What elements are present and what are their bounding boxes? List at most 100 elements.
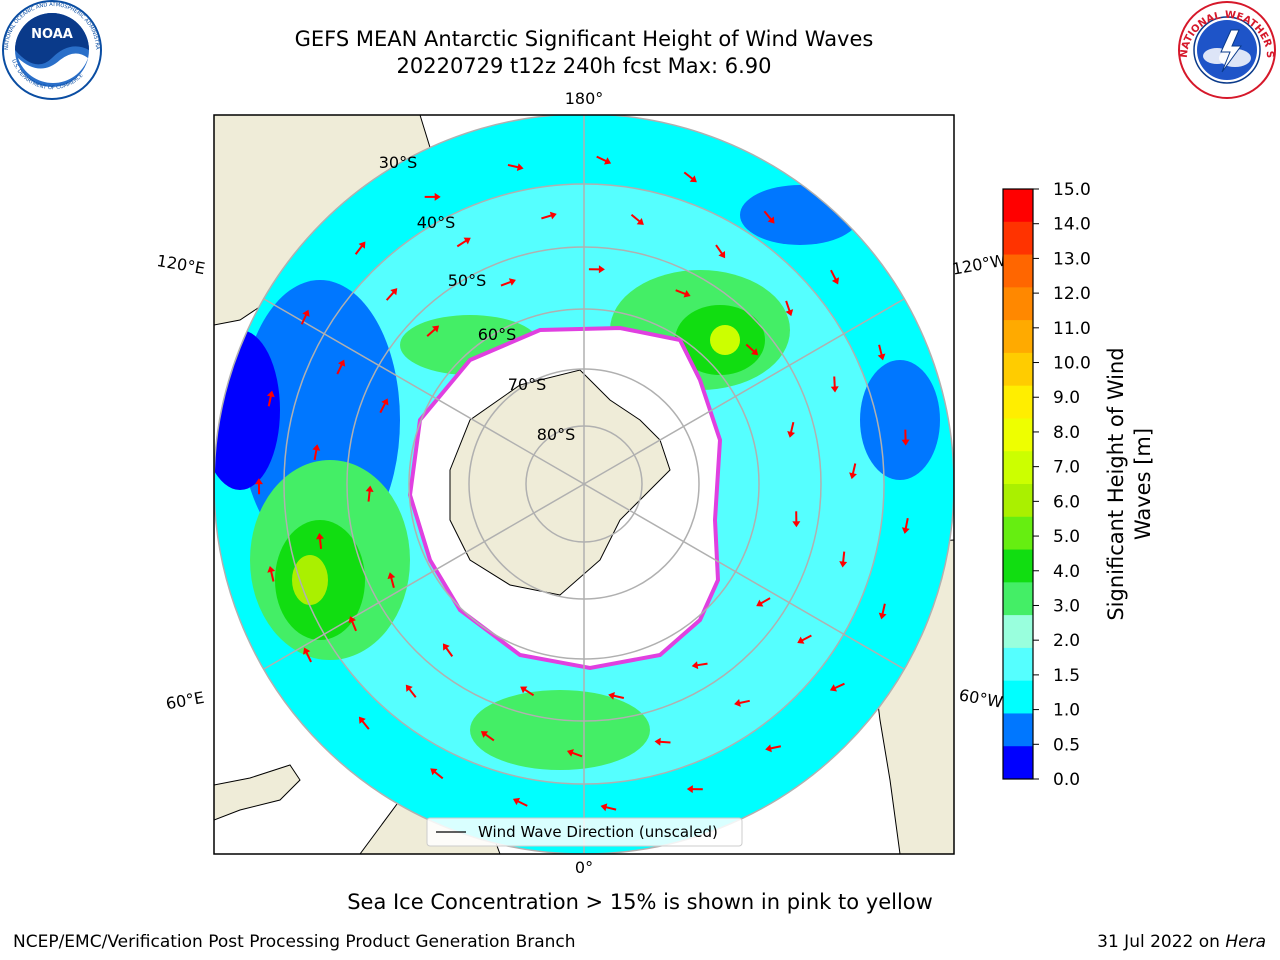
wave-direction-arrow <box>830 269 840 285</box>
wave-direction-arrow <box>839 551 848 568</box>
colorbar-tick-label: 2.0 <box>1053 631 1080 651</box>
wave-direction-arrow <box>588 265 605 274</box>
wave-direction-arrow <box>424 192 441 201</box>
wave-direction-arrow <box>877 344 886 361</box>
lat-label-30s: 30°S <box>379 153 418 172</box>
colorbar-swatch <box>1003 516 1033 551</box>
colorbar-swatch <box>1003 352 1033 387</box>
colorbar-swatch <box>1003 418 1033 452</box>
colorbar-swatch <box>1003 746 1033 780</box>
lat-label-70s: 70°S <box>508 375 547 394</box>
wave-direction-arrow <box>405 684 417 698</box>
colorbar-swatch <box>1003 385 1033 419</box>
colorbar-tick-label: 4.0 <box>1053 562 1080 582</box>
wave-direction-arrow <box>878 603 887 620</box>
lat-label-60s: 60°S <box>478 325 517 344</box>
colorbar-swatch <box>1003 287 1033 321</box>
wave-direction-arrow <box>901 429 910 446</box>
wave-direction-arrow <box>300 309 310 325</box>
wave-direction-arrow <box>792 511 801 528</box>
colorbar-tick-label: 1.0 <box>1053 701 1080 721</box>
wave-direction-arrow <box>480 731 495 742</box>
sea-ice-caption: Sea Ice Concentration > 15% is shown in … <box>347 890 933 914</box>
wave-direction-arrow <box>336 359 346 375</box>
wave-direction-arrow <box>365 485 374 502</box>
legend-label: Wind Wave Direction (unscaled) <box>478 823 718 841</box>
lat-label-40s: 40°S <box>417 213 456 232</box>
svg-text:NOAA: NOAA <box>31 27 73 42</box>
wave-direction-arrow <box>600 803 617 812</box>
wind-wave-arrows <box>254 155 910 812</box>
lat-label-80s: 80°S <box>537 425 576 444</box>
colorbar-swatch <box>1003 713 1033 747</box>
wave-direction-arrow <box>430 768 444 780</box>
colorbar-frame <box>1002 188 1034 780</box>
chart-title: GEFS MEAN Antarctic Significant Height o… <box>0 26 1168 80</box>
wave-direction-arrow <box>765 744 782 753</box>
wave-direction-arrow <box>829 682 845 692</box>
wave-direction-arrow <box>541 211 557 220</box>
colorbar-tick-label: 10.0 <box>1053 354 1091 374</box>
wave-direction-arrow <box>608 691 625 700</box>
wave-direction-arrow <box>734 699 750 707</box>
footer-host: Hera <box>1225 932 1266 952</box>
wave-direction-arrow <box>266 390 275 407</box>
wave-direction-arrow <box>312 444 321 461</box>
colorbar-swatch <box>1003 484 1033 518</box>
colorbar-ticks: 15.0 14.0 13.0 12.0 11.0 10.0 9.0 8.0 7.0 6.0 5.0 4… <box>1033 180 1091 790</box>
colorbar-tick-label: 8.0 <box>1053 423 1080 443</box>
wave-direction-arrow <box>566 749 583 758</box>
wave-direction-arrow <box>354 241 366 255</box>
nws-logo: NATIONAL WEATHER SERVICE <box>1175 0 1276 99</box>
footer-date-text: 31 Jul 2022 on <box>1097 932 1220 952</box>
wave-direction-arrow <box>348 616 357 632</box>
title-line-1: GEFS MEAN Antarctic Significant Height o… <box>294 27 874 51</box>
colorbar-tick-label: 6.0 <box>1053 492 1080 512</box>
wave-direction-arrow <box>358 716 370 730</box>
colorbar-tick-label: 5.0 <box>1053 527 1080 547</box>
wave-direction-arrow <box>901 518 910 534</box>
wave-direction-arrow <box>797 634 812 644</box>
wave-direction-arrow <box>520 686 535 697</box>
wave-direction-arrow <box>303 647 312 663</box>
wave-direction-arrow <box>254 478 263 495</box>
wave-direction-arrow <box>507 163 524 172</box>
footer-branch: NCEP/EMC/Verification Post Processing Pr… <box>13 932 576 952</box>
wave-direction-arrow <box>785 300 794 317</box>
colorbar-tick-label: 12.0 <box>1053 284 1091 304</box>
lon-label-0: 0° <box>575 858 593 877</box>
colorbar-tick-label: 7.0 <box>1053 458 1080 478</box>
noaa-logo: NOAA NATIONAL OCEANIC AND ATMOSPHERIC AD… <box>0 0 102 100</box>
colorbar-tick-label: 3.0 <box>1053 596 1080 616</box>
wave-direction-arrow <box>315 532 324 549</box>
wave-direction-arrow <box>830 376 839 393</box>
wave-direction-arrow <box>686 785 703 794</box>
wave-direction-arrow <box>683 171 697 183</box>
graticule <box>214 115 954 854</box>
wave-direction-arrow <box>763 210 775 224</box>
wave-direction-arrow <box>691 661 708 670</box>
colorbar-swatch <box>1003 647 1033 682</box>
wave-direction-arrow <box>596 155 612 165</box>
colorbar-swatch <box>1003 254 1033 288</box>
wave-direction-arrow <box>426 325 440 337</box>
wave-direction-arrow <box>654 737 671 746</box>
colorbar-tick-label: 0.5 <box>1053 735 1080 755</box>
colorbar-label-line-1: Significant Height of Wind <box>1104 347 1128 620</box>
wave-direction-arrow <box>385 288 398 301</box>
colorbar-swatch <box>1003 451 1033 485</box>
wave-direction-arrow <box>675 289 691 298</box>
wave-direction-arrow <box>267 565 276 582</box>
wave-direction-arrow <box>456 237 471 248</box>
wave-direction-arrow <box>630 213 644 225</box>
map-frame <box>213 114 955 855</box>
colorbar-swatch <box>1003 582 1033 616</box>
map-legend: Wind Wave Direction (unscaled) <box>426 817 743 847</box>
colorbar-swatch <box>1003 680 1033 714</box>
colorbar-swatch <box>1003 549 1033 583</box>
footer-date: 31 Jul 2022 on Hera <box>1097 932 1266 952</box>
colorbar-tick-label: 9.0 <box>1053 388 1080 408</box>
colorbar-tick-label: 14.0 <box>1053 215 1091 235</box>
colorbar-swatch <box>1003 221 1033 256</box>
